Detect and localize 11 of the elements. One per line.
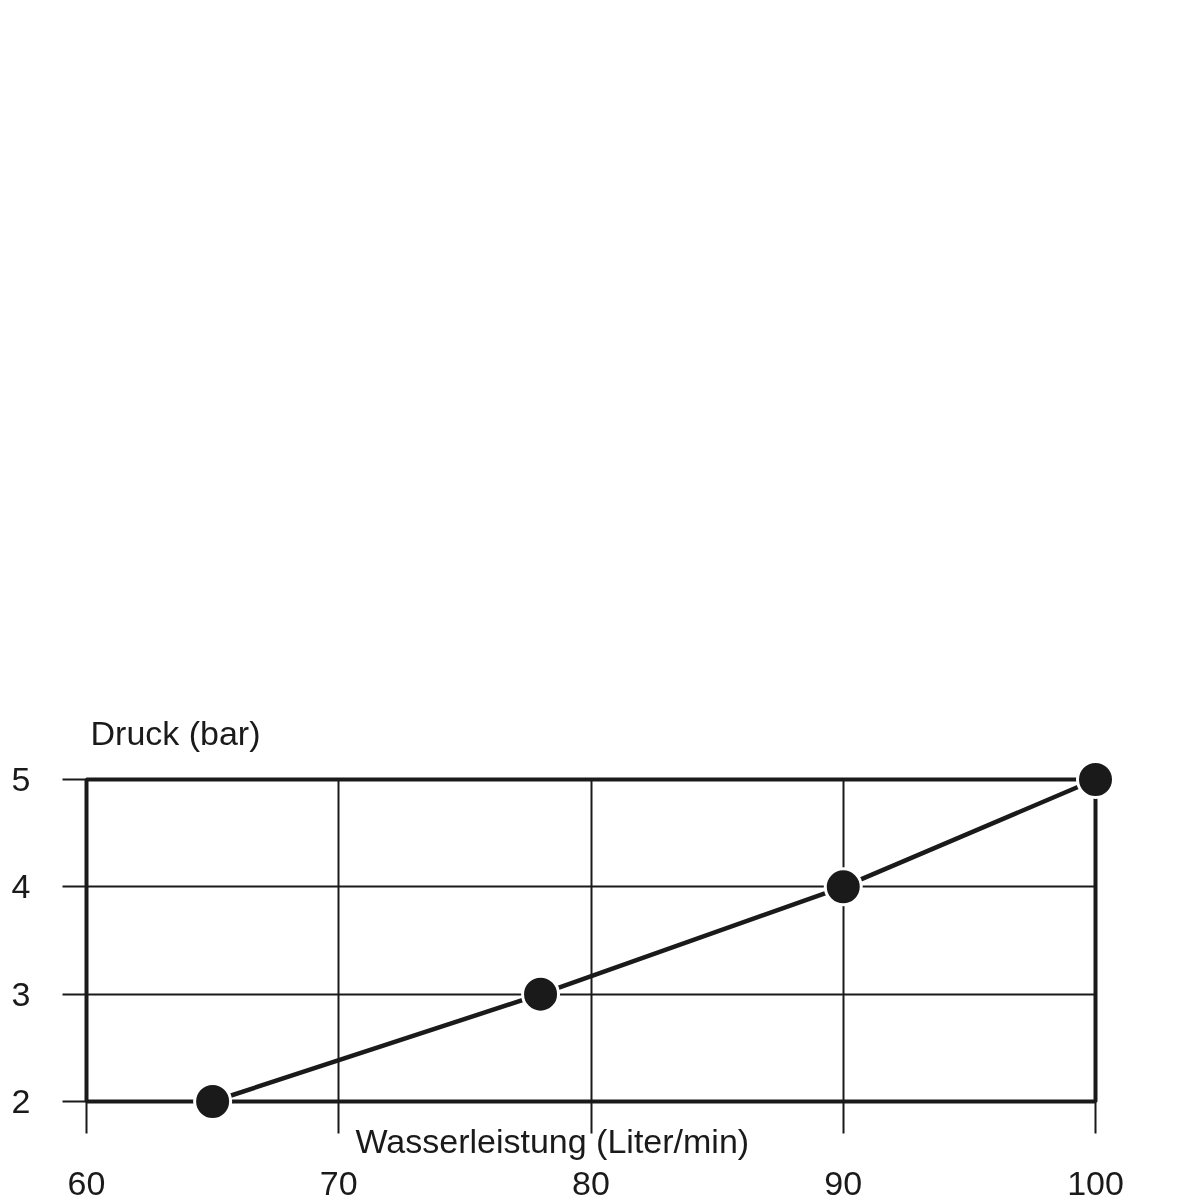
y-tick-label: 2	[11, 1082, 31, 1120]
x-tick-label: 80	[572, 1163, 610, 1200]
x-tick-label: 60	[67, 1163, 106, 1200]
y-tick-label: 3	[11, 974, 31, 1013]
x-tick-label: 100	[1067, 1163, 1124, 1200]
y-tick-label: 4	[11, 867, 31, 906]
x-tick-label: 90	[824, 1163, 863, 1200]
x-tick-label: 70	[319, 1163, 358, 1200]
y-tick-label: 5	[11, 760, 31, 798]
y-axis-title: Druck (bar)	[90, 713, 261, 752]
x-axis-title: Wasserleistung (Liter/min)	[355, 1121, 750, 1160]
